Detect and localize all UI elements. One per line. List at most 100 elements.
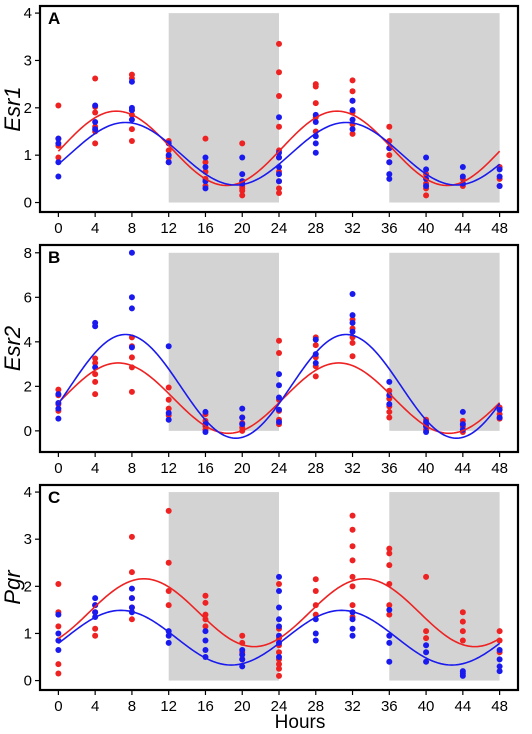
- red-data-point: [92, 359, 99, 366]
- blue-data-point: [423, 428, 430, 435]
- blue-data-point: [386, 392, 393, 399]
- red-data-point: [312, 602, 319, 609]
- y-tick-label: 2: [24, 578, 32, 595]
- red-data-point: [386, 152, 393, 159]
- blue-data-point: [349, 126, 356, 133]
- red-data-point: [349, 583, 356, 590]
- blue-data-point: [239, 651, 246, 658]
- x-tick-label: 44: [455, 460, 472, 477]
- red-data-point: [92, 625, 99, 632]
- y-tick-label: 1: [24, 147, 32, 164]
- blue-data-point: [423, 418, 430, 425]
- blue-data-point: [459, 164, 466, 171]
- blue-data-point: [202, 408, 209, 415]
- blue-data-point: [496, 414, 503, 421]
- red-data-point: [349, 339, 356, 346]
- red-data-point: [276, 337, 282, 344]
- blue-data-point: [276, 382, 282, 389]
- blue-data-point: [276, 178, 282, 185]
- blue-data-point: [423, 154, 430, 161]
- y-tick-label: 8: [24, 245, 32, 262]
- blue-data-point: [239, 663, 246, 670]
- blue-data-point: [496, 663, 503, 670]
- red-data-point: [202, 599, 209, 606]
- red-data-point: [386, 414, 393, 421]
- blue-data-point: [92, 595, 99, 602]
- blue-data-point: [349, 319, 356, 326]
- blue-data-point: [276, 654, 282, 661]
- x-tick-label: 12: [160, 460, 177, 477]
- x-tick-label: 16: [197, 220, 214, 237]
- x-tick-label: 12: [160, 698, 177, 715]
- red-data-point: [202, 135, 209, 142]
- y-tick-label: 4: [24, 334, 32, 351]
- blue-data-point: [128, 344, 135, 351]
- red-data-point: [165, 396, 172, 403]
- red-data-point: [349, 543, 356, 550]
- blue-data-point: [496, 173, 503, 180]
- blue-data-point: [92, 323, 99, 330]
- x-tick-label: 48: [491, 220, 508, 237]
- red-data-point: [276, 190, 282, 197]
- red-data-point: [276, 69, 282, 76]
- x-tick-label: 0: [54, 698, 62, 715]
- x-tick-label: 32: [344, 460, 361, 477]
- blue-data-point: [496, 668, 503, 675]
- red-data-point: [386, 123, 393, 130]
- blue-data-point: [386, 378, 393, 385]
- x-tick-label: 20: [234, 460, 251, 477]
- dark-phase-shading: [389, 492, 500, 681]
- blue-fit-curve: [57, 333, 501, 439]
- red-data-point: [276, 580, 282, 587]
- blue-data-point: [386, 171, 393, 178]
- blue-data-point: [202, 637, 209, 644]
- blue-data-point: [55, 140, 62, 147]
- blue-data-point: [202, 164, 209, 171]
- blue-data-point: [55, 415, 62, 422]
- blue-data-point: [276, 616, 282, 623]
- red-data-point: [312, 83, 319, 90]
- blue-data-point: [55, 405, 62, 412]
- dark-phase-shading: [168, 492, 279, 681]
- blue-data-point: [92, 126, 99, 133]
- red-data-point: [349, 77, 356, 84]
- red-data-point: [165, 405, 172, 412]
- blue-data-point: [128, 305, 135, 312]
- blue-data-point: [386, 658, 393, 665]
- y-tick-label: 4: [24, 5, 32, 22]
- red-data-point: [423, 635, 430, 642]
- blue-data-point: [202, 428, 209, 435]
- blue-data-point: [165, 416, 172, 423]
- red-data-point: [276, 349, 282, 356]
- red-data-point: [386, 408, 393, 415]
- red-data-point: [276, 672, 282, 679]
- x-tick-label: 0: [54, 460, 62, 477]
- red-data-point: [55, 386, 62, 393]
- red-data-point: [202, 592, 209, 599]
- blue-data-point: [312, 336, 319, 343]
- red-data-point: [239, 187, 246, 194]
- panel-letter: C: [48, 488, 60, 507]
- blue-data-point: [423, 649, 430, 656]
- red-data-point: [349, 526, 356, 533]
- red-data-point: [92, 378, 99, 385]
- x-axis-label: Hours: [275, 712, 326, 733]
- blue-data-point: [276, 623, 282, 630]
- blue-fit-curve: [57, 609, 501, 666]
- red-data-point: [165, 588, 172, 595]
- blue-data-point: [202, 185, 209, 192]
- y-tick-label: 0: [24, 673, 32, 690]
- blue-data-point: [276, 171, 282, 178]
- panel-frame: [38, 243, 520, 454]
- blue-fit-curve: [57, 121, 501, 186]
- x-tick-label: 44: [455, 220, 472, 237]
- blue-data-point: [276, 588, 282, 595]
- red-data-point: [128, 388, 135, 395]
- blue-data-point: [423, 166, 430, 173]
- blue-data-point: [128, 78, 135, 85]
- blue-data-point: [349, 97, 356, 104]
- dark-phase-shading: [168, 13, 279, 203]
- panel-letter: A: [48, 9, 60, 28]
- blue-data-point: [349, 107, 356, 114]
